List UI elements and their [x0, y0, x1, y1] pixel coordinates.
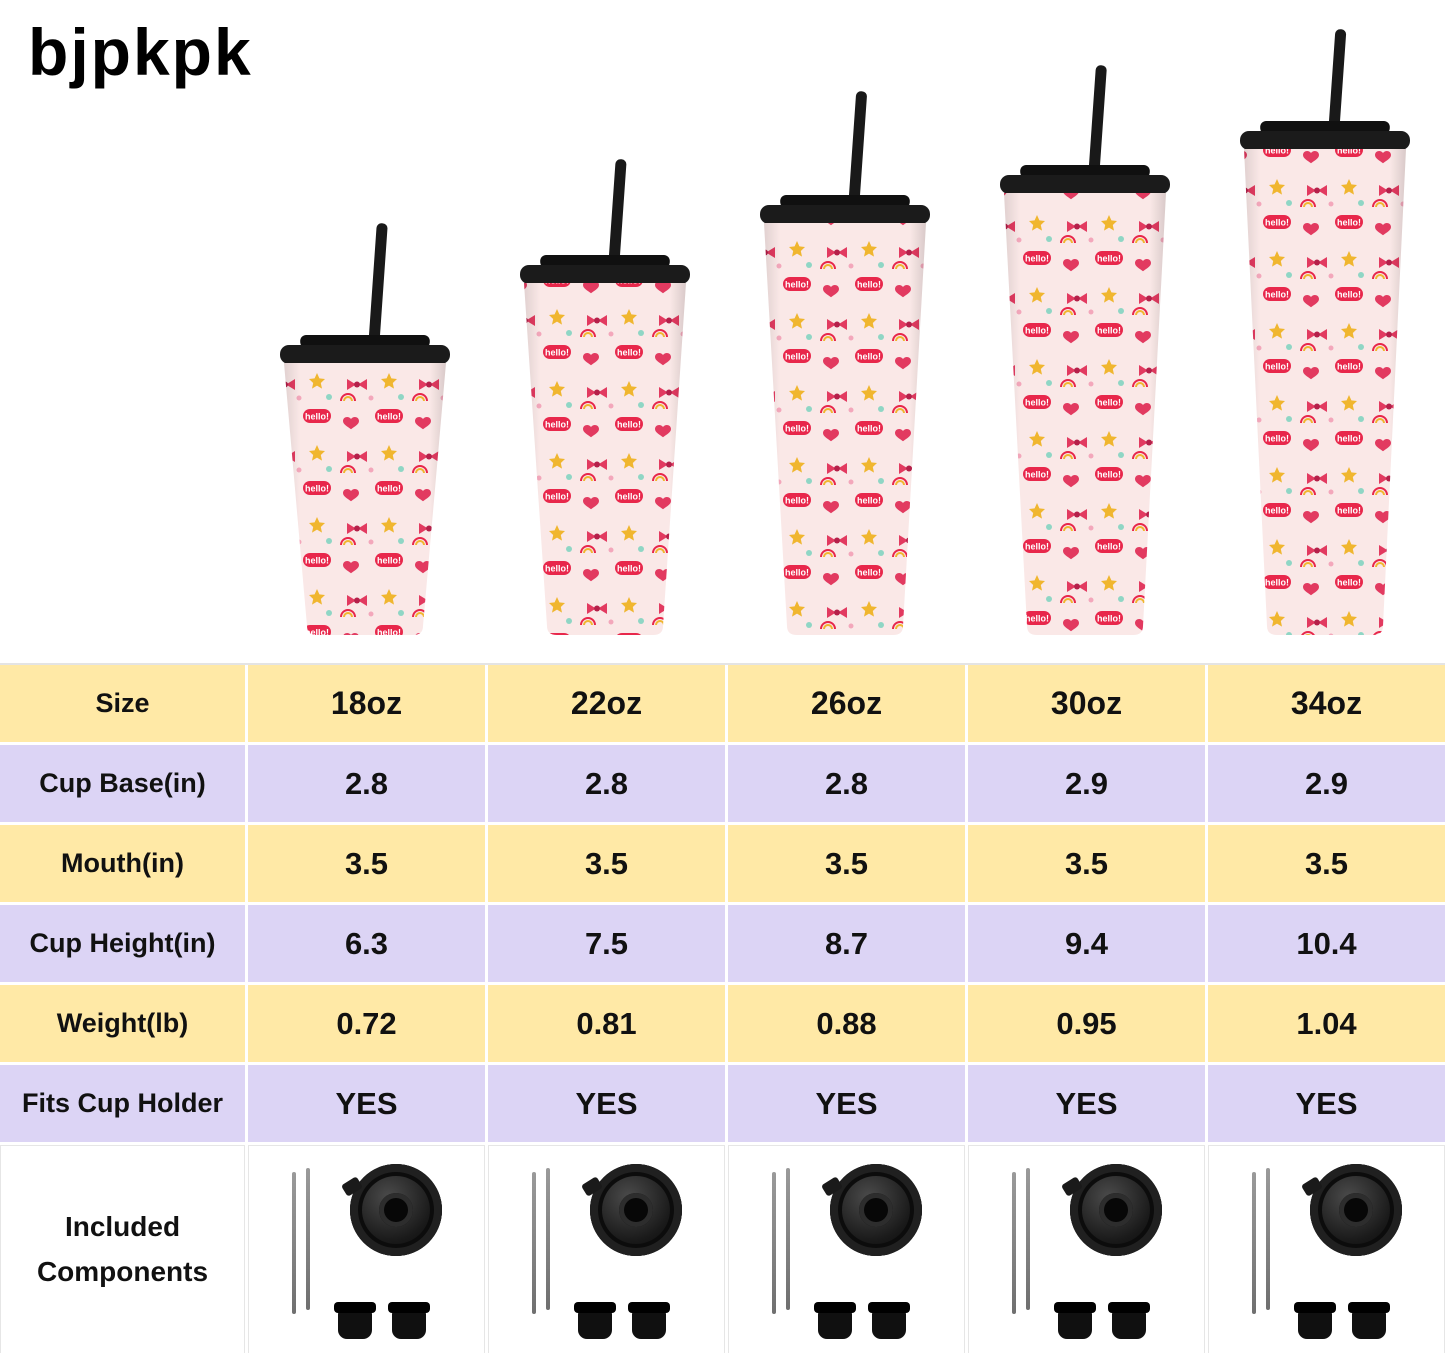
tumbler-image [1240, 29, 1410, 635]
stopper-icon [813, 1301, 856, 1339]
stoppers [333, 1301, 430, 1339]
stoppers [1053, 1301, 1150, 1339]
row-label-cup-base: Cup Base(in) [0, 745, 245, 822]
row-label-size: Size [0, 665, 245, 742]
fits-cup-holder-value: YES [488, 1065, 725, 1142]
stoppers [1293, 1301, 1390, 1339]
weight-value: 0.72 [248, 985, 485, 1062]
stopper-icon [1347, 1301, 1390, 1339]
stopper-icon [627, 1301, 670, 1339]
components-cell-26oz [728, 1145, 965, 1353]
row-label-cup-height: Cup Height(in) [0, 905, 245, 982]
straws-icon [528, 1167, 558, 1318]
stopper-icon [573, 1301, 616, 1339]
cup-base-value: 2.8 [728, 745, 965, 822]
fits-cup-holder-value: YES [728, 1065, 965, 1142]
stoppers [813, 1301, 910, 1339]
weight-value: 0.88 [728, 985, 965, 1062]
fits-cup-holder-value: YES [968, 1065, 1205, 1142]
brand-logo: bjpkpk [28, 15, 253, 89]
mouth-value: 3.5 [248, 825, 485, 902]
weight-value: 0.81 [488, 985, 725, 1062]
tumbler-30oz [965, 0, 1205, 663]
tumbler-image [1000, 65, 1170, 635]
stopper-icon [867, 1301, 910, 1339]
straws-icon [768, 1167, 798, 1318]
tumbler-lineup [245, 0, 1445, 663]
row-label-mouth: Mouth(in) [0, 825, 245, 902]
tumbler-22oz [485, 0, 725, 663]
stopper-icon [1053, 1301, 1096, 1339]
components-cell-30oz [968, 1145, 1205, 1353]
flip-lid-icon [829, 1163, 922, 1256]
components-kit [1222, 1158, 1432, 1343]
mouth-value: 3.5 [1208, 825, 1445, 902]
cup-base-value: 2.8 [248, 745, 485, 822]
cup-base-value: 2.8 [488, 745, 725, 822]
mouth-value: 3.5 [968, 825, 1205, 902]
stopper-icon [1293, 1301, 1336, 1339]
row-label-included-components: Included Components [0, 1145, 245, 1353]
size-value: 22oz [488, 665, 725, 742]
cup-height-value: 9.4 [968, 905, 1205, 982]
cup-height-value: 7.5 [488, 905, 725, 982]
row-label-fits-cup-holder: Fits Cup Holder [0, 1065, 245, 1142]
fits-cup-holder-value: YES [1208, 1065, 1445, 1142]
tumbler-image [520, 159, 690, 635]
cup-height-value: 6.3 [248, 905, 485, 982]
flip-lid-icon [349, 1163, 442, 1256]
fits-cup-holder-value: YES [248, 1065, 485, 1142]
tumbler-34oz [1205, 0, 1445, 663]
cup-base-value: 2.9 [1208, 745, 1445, 822]
mouth-value: 3.5 [728, 825, 965, 902]
row-label-weight: Weight(lb) [0, 985, 245, 1062]
components-cell-34oz [1208, 1145, 1445, 1353]
flip-lid-icon [1069, 1163, 1162, 1256]
cup-height-value: 10.4 [1208, 905, 1445, 982]
flip-lid-icon [1309, 1163, 1402, 1256]
mouth-value: 3.5 [488, 825, 725, 902]
size-value: 34oz [1208, 665, 1445, 742]
stoppers [573, 1301, 670, 1339]
stopper-icon [387, 1301, 430, 1339]
tumbler-image [280, 223, 450, 635]
stopper-icon [1107, 1301, 1150, 1339]
size-value: 18oz [248, 665, 485, 742]
spec-table: Size 18oz 22oz 26oz 30oz 34oz Cup Base(i… [0, 663, 1445, 1353]
weight-value: 1.04 [1208, 985, 1445, 1062]
tumbler-image [760, 91, 930, 635]
components-kit [982, 1158, 1192, 1343]
cup-base-value: 2.9 [968, 745, 1205, 822]
components-cell-22oz [488, 1145, 725, 1353]
straws-icon [288, 1167, 318, 1318]
stopper-icon [333, 1301, 376, 1339]
components-kit [742, 1158, 952, 1343]
tumbler-18oz [245, 0, 485, 663]
components-kit [502, 1158, 712, 1343]
tumbler-26oz [725, 0, 965, 663]
size-value: 30oz [968, 665, 1205, 742]
weight-value: 0.95 [968, 985, 1205, 1062]
straws-icon [1248, 1167, 1278, 1318]
flip-lid-icon [589, 1163, 682, 1256]
size-value: 26oz [728, 665, 965, 742]
components-cell-18oz [248, 1145, 485, 1353]
components-kit [262, 1158, 472, 1343]
straws-icon [1008, 1167, 1038, 1318]
cup-height-value: 8.7 [728, 905, 965, 982]
